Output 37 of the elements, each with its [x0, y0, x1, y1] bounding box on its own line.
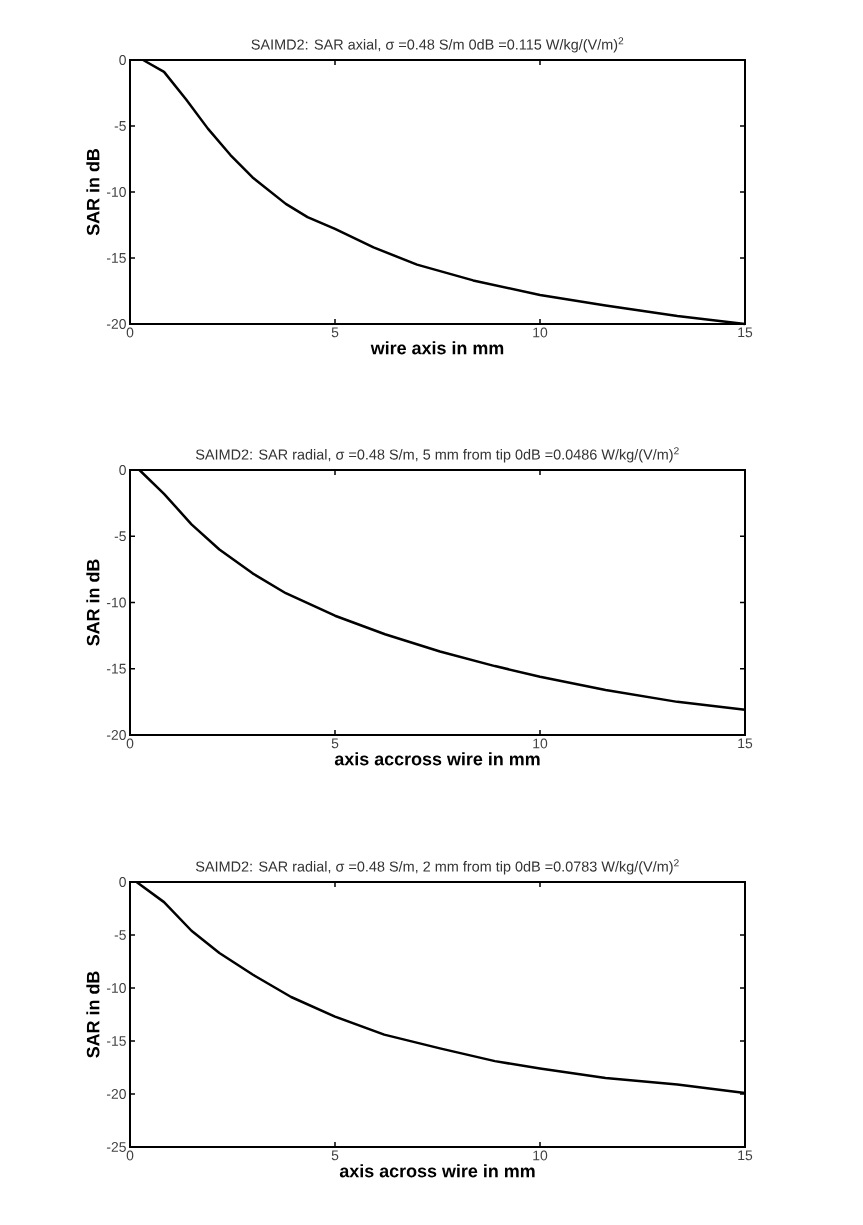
- x-axis-title: wire axis in mm: [370, 341, 504, 355]
- x-tick-label: 0: [126, 738, 134, 749]
- y-tick-label: -20: [106, 730, 126, 740]
- y-tick-label: -25: [106, 1142, 126, 1152]
- chart-title: SAIMD2: SAR radial, σ =0.48 S/m, 5 mm from tip 0dB =0.0486 W/kg/(V/m)$^{2}$: [195, 447, 679, 463]
- y-tick-label: -20: [106, 1089, 126, 1099]
- y-tick-label: -20: [106, 319, 126, 329]
- x-tick-label: 0: [126, 327, 134, 338]
- x-axis-title: axis across wire in mm: [339, 1164, 535, 1178]
- y-tick-label: -15: [106, 253, 126, 263]
- y-tick-label: 0: [119, 465, 126, 475]
- y-axis-title: SAR in dB: [86, 559, 100, 646]
- chart-title: SAIMD2: SAR axial, σ =0.48 S/m 0dB =0.115 W/kg/(V/m)$^{2}$: [251, 37, 624, 53]
- x-tick-label: 15: [738, 738, 753, 749]
- y-tick-label: -5: [114, 531, 126, 542]
- x-tick-label: 15: [738, 327, 753, 338]
- y-axis-title: SAR in dB: [86, 148, 100, 236]
- x-tick-label: 5: [331, 327, 339, 338]
- x-tick-label: 10: [533, 738, 548, 749]
- y-tick-label: 0: [119, 55, 126, 65]
- x-tick-label: 10: [533, 327, 548, 338]
- y-tick-label: -10: [106, 597, 126, 608]
- x-axis-title: axis accross wire in mm: [334, 752, 540, 766]
- y-tick-label: -15: [106, 663, 126, 674]
- y-tick-label: 0: [119, 877, 126, 887]
- x-tick-label: 5: [331, 1150, 339, 1161]
- x-tick-label: 15: [738, 1150, 753, 1161]
- x-tick-label: 10: [533, 1150, 548, 1161]
- y-tick-label: -10: [106, 187, 126, 197]
- x-tick-label: 5: [331, 738, 339, 749]
- chart-title: SAIMD2: SAR radial, σ =0.48 S/m, 2 mm from tip 0dB =0.0783 W/kg/(V/m)$^{2}$: [195, 859, 679, 875]
- y-tick-label: -15: [106, 1036, 126, 1046]
- y-axis-title: SAR in dB: [86, 971, 100, 1058]
- y-tick-label: -5: [114, 930, 126, 940]
- y-tick-label: -10: [106, 983, 126, 993]
- y-tick-label: -5: [114, 121, 126, 131]
- x-tick-label: 0: [126, 1150, 134, 1161]
